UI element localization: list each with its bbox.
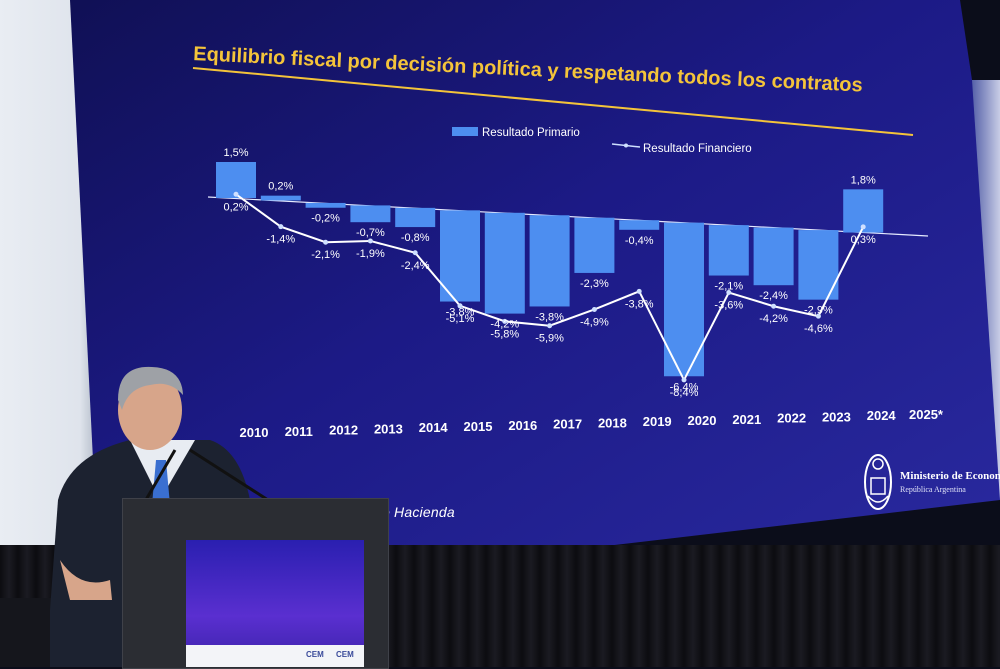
legend-swatch-primario: [452, 127, 478, 136]
ministry-logo: Ministerio de Economía República Argenti…: [862, 452, 1000, 512]
bar-resultado-primario: [350, 205, 391, 223]
bar-data-label: -2,1%: [714, 281, 743, 293]
x-tick-label: 2021: [732, 412, 761, 427]
legend-label-financiero: Resultado Financiero: [643, 143, 752, 155]
bar-resultado-primario: [529, 215, 570, 307]
speaker-hand: [60, 560, 112, 600]
bar-data-label: -0,2%: [311, 213, 340, 225]
line-point-resultado-financiero: [591, 306, 597, 312]
line-point-resultado-financiero: [726, 290, 732, 296]
x-tick-label: 2010: [240, 425, 269, 440]
line-point-resultado-financiero: [815, 313, 821, 319]
x-tick-label: 2023: [822, 409, 851, 424]
line-data-label: -3,6%: [714, 300, 743, 312]
x-tick-label: 2012: [329, 423, 358, 438]
line-point-resultado-financiero: [860, 224, 866, 230]
x-tick-label: 2015: [464, 419, 493, 434]
x-tick-label: 2025*: [909, 407, 944, 422]
bar-data-label: 1,8%: [851, 174, 876, 186]
bar-data-label: -0,4%: [625, 235, 654, 247]
line-point-resultado-financiero: [636, 288, 642, 294]
x-tick-label: 2017: [553, 417, 582, 432]
bar-data-label: -2,9%: [804, 305, 833, 317]
x-tick-label: 2011: [285, 424, 313, 439]
bar-data-label: -0,8%: [401, 232, 430, 244]
speaker-hair: [118, 366, 183, 410]
ministry-subtitle: República Argentina: [900, 485, 966, 494]
line-point-resultado-financiero: [233, 191, 239, 197]
x-tick-label: 2022: [777, 411, 806, 426]
line-point-resultado-financiero: [771, 303, 777, 309]
podium-logo: CEM: [336, 650, 354, 659]
line-data-label: -2,4%: [401, 260, 430, 272]
line-data-label: -4,2%: [759, 313, 788, 325]
ministry-name: Ministerio de Economía: [900, 470, 1000, 482]
line-point-resultado-financiero: [547, 323, 553, 329]
bar-resultado-primario: [395, 207, 436, 228]
line-data-label: -3,8%: [625, 298, 654, 310]
bar-data-label: -4,2%: [490, 319, 519, 331]
bar-data-label: 0,2%: [268, 181, 293, 193]
line-data-label: -4,9%: [580, 316, 609, 328]
bar-resultado-primario: [708, 225, 749, 276]
line-data-label: -8,4%: [670, 387, 699, 399]
x-tick-label: 2020: [688, 413, 717, 428]
line-point-resultado-financiero: [502, 318, 508, 324]
bar-data-label: -2,3%: [580, 278, 609, 290]
x-tick-label: 2019: [643, 414, 672, 429]
x-tick-label: 2018: [598, 415, 627, 430]
bar-resultado-primario: [574, 217, 615, 273]
line-point-resultado-financiero: [367, 238, 373, 244]
microphone: [189, 448, 269, 502]
bar-resultado-primario: [260, 195, 301, 201]
slide-footer-partial: de Hacienda: [374, 504, 455, 520]
line-point-resultado-financiero: [457, 303, 463, 309]
x-tick-label: 2016: [508, 418, 537, 433]
argentina-seal-icon: [864, 454, 892, 510]
line-data-label: -2,1%: [311, 249, 340, 261]
podium-logo-strip: CEM CEM: [186, 645, 364, 667]
line-data-label: -5,9%: [535, 333, 564, 345]
bar-resultado-primario: [664, 222, 704, 377]
bar-resultado-primario: [484, 212, 525, 314]
title-underline: [192, 67, 914, 136]
bar-data-label: -3,8%: [535, 311, 564, 323]
bar-resultado-primario: [619, 220, 660, 230]
chart-legend: Resultado Primario Resultado Financiero: [452, 127, 752, 155]
legend-label-primario: Resultado Primario: [482, 127, 580, 139]
x-tick-label: 2024: [867, 408, 897, 423]
line-point-resultado-financiero: [412, 250, 418, 256]
bar-data-label: -3,8%: [446, 307, 475, 319]
line-data-label: -5,1%: [446, 313, 475, 325]
line-data-label: 0,2%: [223, 201, 248, 213]
line-data-label: -5,8%: [490, 328, 519, 340]
bar-data-label: 1,5%: [223, 147, 248, 159]
podium-logo: CEM: [306, 650, 324, 659]
line-point-resultado-financiero: [681, 377, 687, 383]
x-tick-label: 2014: [419, 420, 449, 435]
line-data-label: -1,4%: [266, 234, 295, 246]
bar-data-label: -6,4%: [670, 381, 699, 393]
bar-resultado-primario: [440, 210, 480, 302]
line-data-label: -4,6%: [804, 323, 833, 335]
line-point-resultado-financiero: [278, 224, 284, 230]
bar-data-label: -0,7%: [356, 227, 385, 239]
bar-data-label: -2,4%: [759, 290, 788, 302]
bar-resultado-primario: [305, 202, 346, 208]
line-data-label: -1,9%: [356, 248, 385, 260]
x-tick-label: 2013: [374, 421, 403, 436]
bar-resultado-primario: [753, 227, 794, 286]
line-point-resultado-financiero: [323, 239, 329, 245]
line-data-label: 0,3%: [851, 234, 876, 246]
